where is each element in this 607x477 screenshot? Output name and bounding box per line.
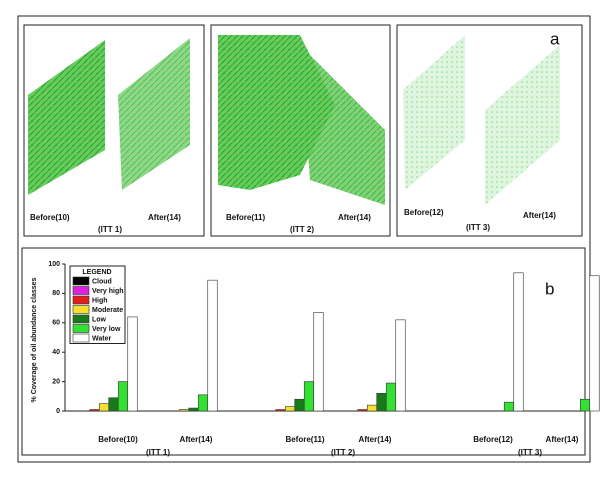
bar <box>377 393 387 411</box>
bar <box>580 399 590 411</box>
legend-label: Very low <box>92 326 121 333</box>
image-label: (ITT 1) <box>98 225 122 234</box>
image-label: After(14) <box>148 213 181 222</box>
bar <box>386 383 396 411</box>
bar <box>358 410 368 411</box>
legend-swatch <box>73 277 89 285</box>
panel-letter: a <box>550 29 560 48</box>
bar <box>590 276 600 411</box>
panel-letter: b <box>545 279 554 298</box>
page: {"panel_a": {"letter": "a", "boxes": [ {… <box>0 0 607 477</box>
image-label: After(14) <box>338 213 371 222</box>
bar <box>208 280 218 411</box>
bar <box>396 320 406 411</box>
bar <box>179 410 189 411</box>
y-tick-label: 60 <box>52 320 60 327</box>
x-tick-label: Before(12) <box>473 435 513 444</box>
bar <box>109 398 119 411</box>
y-tick-label: 0 <box>56 408 60 415</box>
bar <box>128 317 138 411</box>
bar <box>118 382 128 411</box>
bar <box>276 410 286 411</box>
image-label: (ITT 2) <box>290 225 314 234</box>
x-tick-label: Before(11) <box>285 435 324 444</box>
bar <box>504 402 514 411</box>
image-label: Before(12) <box>404 208 444 217</box>
y-tick-label: 40 <box>52 349 60 356</box>
bar <box>367 405 377 411</box>
y-tick-label: 80 <box>52 290 60 297</box>
legend-label: Very high <box>92 288 124 295</box>
bar <box>99 404 109 411</box>
legend-label: Low <box>92 316 107 323</box>
image-label: After(14) <box>523 211 556 220</box>
bar-chart: 0 20 40 60 80 100 Before(10) After(14) Before(11… <box>48 261 599 457</box>
bar <box>90 410 100 411</box>
legend-swatch <box>73 334 89 342</box>
bar <box>189 408 199 411</box>
bar <box>514 273 524 411</box>
legend-label: Cloud <box>92 278 112 285</box>
group-label: (ITT 1) <box>146 448 170 457</box>
y-tick-label: 100 <box>48 261 60 268</box>
bar <box>285 407 295 411</box>
legend-swatch <box>73 306 89 314</box>
x-tick-label: After(14) <box>359 435 392 444</box>
image-label: (ITT 3) <box>466 223 490 232</box>
bar <box>295 399 305 411</box>
figure: a Before(10) After(14) (ITT 1) Before(11… <box>0 0 607 477</box>
legend-swatch <box>73 296 89 304</box>
bar <box>198 395 208 411</box>
legend-label: Water <box>92 335 111 342</box>
y-axis-label: % Coverage of oil abundance classes <box>31 277 38 402</box>
legend-label: Moderate <box>92 307 123 314</box>
image-label: Before(10) <box>30 213 70 222</box>
x-tick-label: After(14) <box>546 435 579 444</box>
x-tick-label: After(14) <box>180 435 213 444</box>
legend-swatch <box>73 325 89 333</box>
bar <box>304 382 314 411</box>
x-tick-label: Before(10) <box>98 435 138 444</box>
bar <box>314 313 324 411</box>
legend-swatch <box>73 315 89 323</box>
legend-swatch <box>73 287 89 295</box>
image-label: Before(11) <box>226 213 265 222</box>
group-label: (ITT 2) <box>331 448 355 457</box>
legend-label: High <box>92 297 108 304</box>
y-tick-label: 20 <box>52 378 60 385</box>
group-label: (ITT 3) <box>518 448 542 457</box>
legend-title: LEGEND <box>82 269 111 276</box>
